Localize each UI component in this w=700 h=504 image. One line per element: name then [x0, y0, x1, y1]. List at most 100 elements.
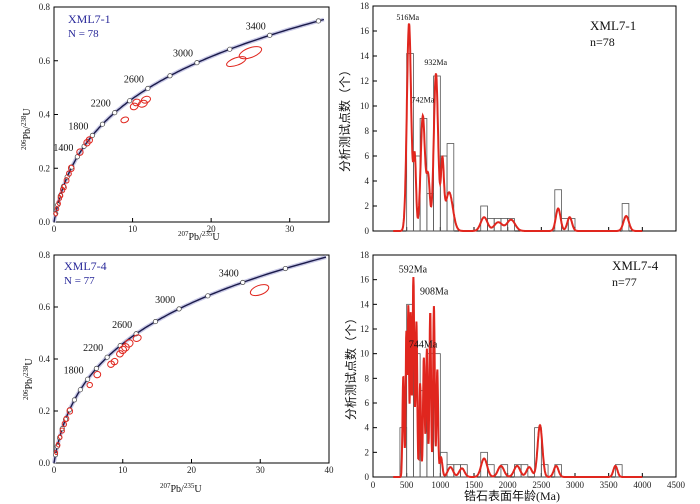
- sample-count: n=78: [590, 35, 615, 49]
- concordia-age-label: 3400: [246, 21, 266, 32]
- concordia-age-label: 2600: [112, 320, 132, 331]
- data-ellipse: [59, 427, 65, 434]
- concordia-age-marker: [127, 98, 133, 104]
- data-ellipse: [61, 420, 67, 428]
- data-ellipse: [56, 200, 61, 207]
- concordia-age-marker: [194, 60, 200, 66]
- x-tick-label: 0: [371, 480, 376, 490]
- x-tick-label: 0: [52, 465, 57, 475]
- data-ellipse: [57, 434, 63, 440]
- plot-frame: [53, 254, 330, 464]
- y-tick-label: 4: [365, 423, 370, 433]
- y-axis-label: 分析测试点数（个）: [337, 64, 352, 172]
- y-tick-label: 0: [365, 226, 370, 236]
- y-tick-label: 0.0: [39, 458, 51, 468]
- concordia-age-marker: [167, 73, 173, 79]
- data-ellipse: [53, 211, 58, 217]
- x-tick-label: 30: [256, 465, 266, 475]
- y-tick-label: 0: [365, 472, 370, 482]
- data-ellipse: [86, 381, 93, 389]
- panel-title: XML7-4: [612, 258, 659, 273]
- y-tick-label: 8: [365, 373, 370, 383]
- concordia-age-marker: [240, 279, 246, 285]
- data-ellipse: [63, 415, 70, 422]
- y-tick-label: 10: [360, 349, 370, 359]
- y-tick-label: 8: [365, 126, 370, 136]
- y-tick-label: 2: [365, 447, 370, 457]
- data-ellipse: [124, 339, 134, 348]
- y-tick-label: 0.0: [39, 217, 51, 227]
- histogram-panel-xml7-4: XML7-4 n=77 分析测试点数（个） 锆石表面年龄(Ma) 0 2 4 6 8 10…: [343, 250, 686, 503]
- y-tick-label: 0.6: [39, 302, 51, 312]
- histogram-bar: [500, 464, 509, 478]
- data-ellipse: [58, 192, 64, 198]
- histogram-bar: [615, 464, 623, 478]
- peak-age-label: 932Ma: [424, 58, 447, 67]
- x-axis-label: 207Pb/235U: [178, 230, 220, 243]
- x-tick-label: 20: [187, 465, 197, 475]
- y-tick-label: 0.2: [39, 406, 50, 416]
- histogram-bar: [621, 203, 630, 232]
- y-tick-label: 16: [360, 26, 370, 36]
- y-tick-label: 18: [360, 1, 370, 11]
- concordia-age-marker: [112, 110, 118, 116]
- data-ellipse: [76, 148, 84, 156]
- data-ellipse: [238, 46, 263, 60]
- data-ellipse: [93, 370, 102, 379]
- peak-age-label: 592Ma: [399, 264, 428, 275]
- x-axis-label: 锆石表面年龄(Ma): [464, 489, 560, 503]
- y-tick-label: 6: [365, 398, 370, 408]
- y-tick-label: 0.8: [39, 250, 51, 260]
- concordia-age-label: 2600: [124, 74, 144, 85]
- peak-age-label: 742Ma: [412, 95, 435, 104]
- y-tick-label: 4: [365, 176, 370, 186]
- x-tick-label: 3000: [566, 480, 585, 490]
- x-tick-label: 4500: [667, 480, 686, 490]
- histogram-bar: [554, 464, 562, 478]
- data-ellipse: [61, 183, 67, 191]
- data-ellipse: [66, 407, 74, 415]
- concordia-age-label: 1800: [64, 365, 84, 376]
- histogram-bar: [534, 427, 542, 478]
- data-ellipse: [121, 343, 130, 352]
- data-ellipse: [67, 164, 75, 172]
- data-ellipse: [53, 450, 59, 456]
- concordia-age-label: 3000: [155, 295, 175, 306]
- concordia-age-marker: [227, 46, 233, 52]
- y-axis-label: 206Pb/238U: [22, 358, 35, 400]
- concordia-age-marker: [176, 306, 182, 312]
- x-axis-label: 207Pb/235U: [160, 482, 202, 495]
- x-tick-label: 1500: [465, 480, 484, 490]
- x-tick-label: 40: [325, 465, 335, 475]
- data-ellipse: [132, 334, 142, 342]
- concordia-age-label: 1800: [68, 121, 88, 132]
- panel-title: XML7-1: [590, 18, 636, 33]
- histogram-bar: [446, 143, 455, 232]
- concordia-age-label: 2200: [83, 343, 103, 354]
- data-ellipse: [120, 116, 130, 124]
- x-tick-label: 0: [52, 224, 57, 234]
- data-ellipse: [140, 95, 151, 104]
- data-ellipse: [66, 170, 72, 177]
- y-tick-label: 16: [360, 275, 370, 285]
- y-tick-label: 2: [365, 201, 370, 211]
- concordia-age-marker: [93, 365, 99, 371]
- panel-title: XML7-1: [68, 12, 111, 26]
- y-tick-label: 14: [360, 51, 370, 61]
- concordia-age-marker: [99, 121, 106, 127]
- sample-count: n=77: [612, 275, 637, 289]
- concordia-panel-xml7-4: XML7-4 N = 77 207Pb/235U 206Pb/238U 0 10 2…: [22, 250, 334, 495]
- x-tick-label: 30: [285, 224, 295, 234]
- data-ellipse: [55, 205, 60, 212]
- concordia-age-marker: [205, 293, 211, 299]
- concordia-age-label: 1400: [53, 143, 73, 154]
- data-ellipse: [110, 357, 119, 366]
- concordia-panel-xml7-1: XML7-1 N = 78 207Pb/235U 206Pb/238U 0 10 2…: [20, 2, 330, 243]
- x-tick-label: 1000: [431, 480, 450, 490]
- y-axis-label: 206Pb/238U: [20, 108, 33, 150]
- y-axis-label: 分析测试点数（个）: [343, 312, 358, 420]
- x-tick-label: 20: [207, 224, 217, 234]
- data-ellipse: [249, 284, 270, 297]
- sample-count: N = 78: [68, 28, 99, 40]
